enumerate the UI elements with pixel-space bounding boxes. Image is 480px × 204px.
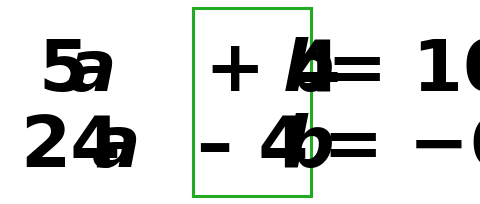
Text: = 10: = 10: [327, 38, 480, 106]
Text: 24: 24: [20, 113, 120, 183]
Text: – 4: – 4: [197, 113, 309, 183]
Bar: [193, 8, 311, 196]
Text: b: b: [283, 113, 335, 183]
Text: a: a: [92, 113, 141, 183]
Text: = −68: = −68: [323, 113, 480, 183]
Text: a: a: [68, 38, 117, 106]
Text: b: b: [283, 38, 335, 106]
Text: + 4: + 4: [205, 38, 341, 106]
Text: 5: 5: [38, 38, 88, 106]
